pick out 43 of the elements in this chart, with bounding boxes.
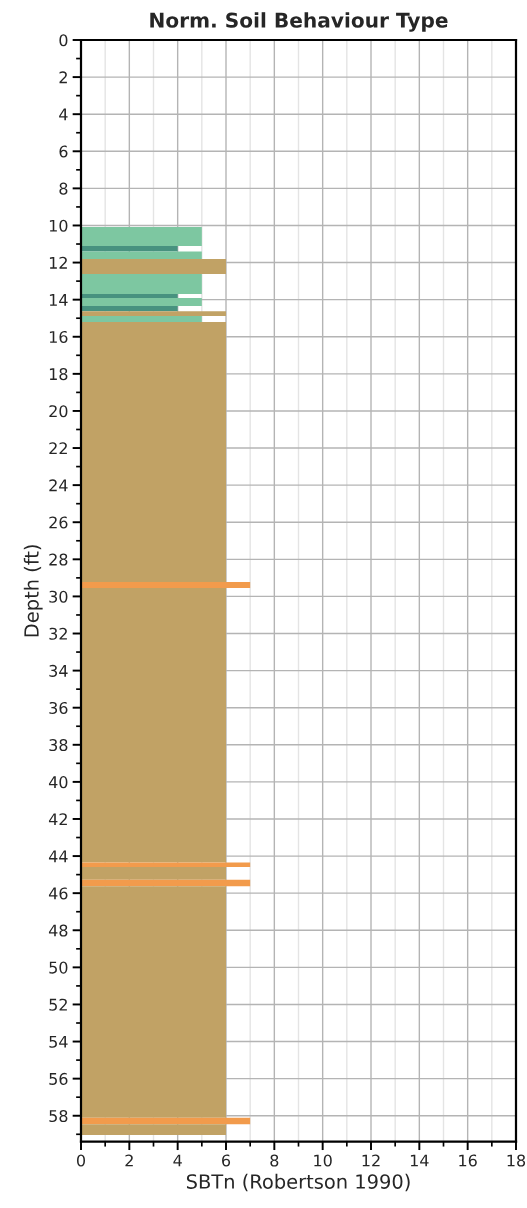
y-tick-label: 52: [49, 998, 67, 1011]
y-tick-label: 20: [49, 405, 68, 418]
y-tick-label: 40: [48, 776, 68, 789]
y-tick-label: 14: [49, 294, 68, 306]
y-tick-label: 48: [48, 924, 68, 937]
chart-title: Norm. Soil Behaviour Type: [150, 12, 448, 32]
y-tick-label: 22: [49, 442, 67, 455]
x-tick-label: 0: [76, 1154, 86, 1167]
y-tick-label: 36: [49, 701, 68, 714]
y-tick-label: 42: [48, 813, 67, 826]
x-tick-label: 14: [410, 1154, 429, 1167]
y-tick-label: 18: [49, 368, 68, 381]
y-tick-label: 38: [49, 739, 68, 752]
y-tick-label: 12: [49, 256, 67, 269]
y-axis-title: Depth (ft): [23, 545, 43, 637]
y-tick-label: 4: [59, 108, 68, 121]
y-tick-label: 34: [49, 664, 68, 677]
x-tick-label: 16: [459, 1154, 477, 1167]
x-tick-label: 2: [125, 1154, 133, 1167]
y-tick-label: 24: [49, 479, 68, 492]
y-tick-label: 56: [49, 1072, 68, 1085]
y-tick-label: 26: [49, 516, 68, 529]
x-tick-label: 8: [270, 1154, 279, 1167]
y-tick-label: 28: [49, 553, 68, 566]
x-tick-label: 12: [362, 1154, 380, 1167]
y-tick-label: 46: [48, 887, 68, 900]
x-axis-title: SBTn (Robertson 1990): [186, 1173, 410, 1192]
y-tick-label: 54: [49, 1035, 68, 1048]
y-tick-label: 2: [59, 71, 67, 84]
y-tick-label: 58: [49, 1109, 68, 1123]
x-tick-label: 18: [507, 1154, 526, 1167]
x-tick-label: 10: [314, 1154, 332, 1167]
x-tick-label: 6: [222, 1154, 231, 1167]
x-tick-label: 4: [173, 1154, 182, 1167]
y-tick-label: 44: [48, 850, 68, 863]
y-tick-label: 50: [49, 961, 68, 974]
y-tick-label: 6: [59, 145, 68, 158]
y-tick-label: 10: [49, 219, 68, 232]
y-tick-label: 8: [59, 182, 68, 195]
y-tick-label: 30: [49, 590, 68, 603]
y-tick-label: 32: [49, 627, 67, 640]
y-tick-label: 16: [49, 330, 68, 344]
y-tick-label: 0: [59, 34, 68, 47]
